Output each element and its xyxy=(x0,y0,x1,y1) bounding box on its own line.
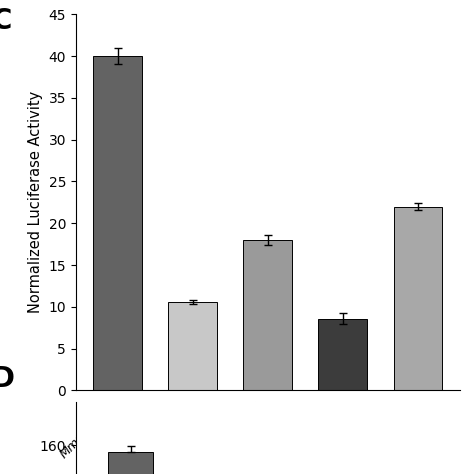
Bar xyxy=(393,207,442,391)
Bar xyxy=(319,319,367,391)
Bar xyxy=(109,452,153,474)
Bar xyxy=(93,56,142,391)
Text: D: D xyxy=(0,365,14,393)
Bar xyxy=(244,240,292,391)
Text: C: C xyxy=(0,7,12,35)
Y-axis label: Normalized Luciferase Activity: Normalized Luciferase Activity xyxy=(28,91,43,313)
Bar xyxy=(168,302,217,391)
